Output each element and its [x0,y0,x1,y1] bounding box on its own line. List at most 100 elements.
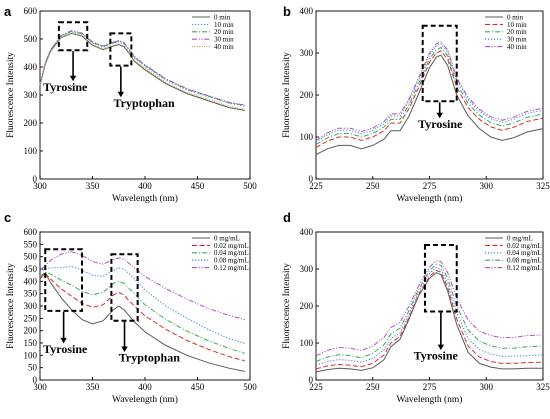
x-tick-label: 325 [536,382,550,392]
y-tick-label: 600 [24,227,38,237]
annotation-label: Tyrosine [418,117,463,131]
annotation-label: Tryptophan [119,351,180,365]
y-tick-label: 0 [309,174,314,184]
legend-label: 0 min [214,13,231,21]
y-tick-label: 350 [24,289,38,299]
y-tick-label: 500 [24,252,38,262]
panel-c: c 300 350 400 450 500 0 50 100 150 200 250 300 350 400… [4,210,257,405]
panel-letter: b [283,4,291,19]
x-tick-label: 325 [536,181,550,191]
series-line [39,272,245,362]
y-tick-label: 100 [24,146,38,156]
legend-label: 0.04 mg/mL [214,249,249,257]
x-tick-label: 300 [480,382,494,392]
x-axis-label: Wavelength (nm) [397,193,463,204]
annotation-label: Tyrosine [43,80,88,94]
y-tick-label: 300 [300,264,314,274]
legend-label: 0.08 mg/mL [507,257,542,265]
y-tick-label: 50 [28,363,38,373]
y-tick-label: 200 [300,301,314,311]
x-tick-label: 450 [191,382,205,392]
x-tick-label: 250 [366,181,380,191]
y-tick-label: 200 [24,326,38,336]
x-tick-label: 225 [309,181,323,191]
y-tick-label: 200 [24,118,38,128]
legend-label: 30 min [507,36,527,44]
x-tick-label: 300 [33,382,47,392]
y-axis-label: Fluorescence Intensity [6,263,16,349]
legend-label: 30 min [214,36,234,44]
legend-label: 0.02 mg/mL [214,242,249,250]
y-tick-label: 100 [300,338,314,348]
series-line [39,265,245,344]
y-tick-label: 550 [24,239,38,249]
x-tick-label: 250 [366,382,380,392]
annotation-arrowhead [437,344,445,351]
annotation-arrowhead [60,337,67,344]
y-tick-label: 100 [300,132,314,142]
y-tick-label: 200 [300,90,314,100]
legend-label: 0.08 mg/mL [214,257,249,265]
series-line [315,266,544,366]
x-tick-label: 300 [480,181,494,191]
x-axis-label: Wavelength (nm) [112,394,178,405]
y-tick-label: 500 [24,34,38,44]
y-tick-label: 250 [24,313,38,323]
annotation-label: Tyrosine [414,349,459,363]
y-tick-label: 400 [24,62,38,72]
legend-label: 40 min [214,43,234,51]
x-tick-label: 225 [309,382,323,392]
series-line [315,50,544,148]
panel-a: a 300 350 400 450 500 0 100 200 300 400 500 600 Wavel… [4,4,257,204]
y-tick-label: 400 [24,276,38,286]
series-line [315,54,544,156]
highlight-box [421,24,458,103]
series-line [39,30,245,106]
y-tick-label: 0 [33,375,38,385]
legend-label: 0 mg/mL [507,234,533,242]
series-line [39,271,245,372]
y-tick-label: 300 [24,301,38,311]
series-line [315,46,544,146]
y-axis-label: Fluorescence Intensity [282,52,292,138]
y-tick-label: 100 [24,350,38,360]
series-line [315,272,543,373]
y-tick-label: 400 [300,6,314,16]
y-axis-label: Fluorescence Intensity [6,52,16,138]
annotation-arrowhead [69,75,77,82]
legend-label: 0.12 mg/mL [214,264,249,272]
x-tick-label: 450 [191,181,205,191]
x-tick-label: 350 [86,181,100,191]
y-axis-label: Fluorescence Intensity [282,263,292,349]
x-axis-label: Wavelength (nm) [397,394,463,405]
y-tick-label: 450 [24,264,38,274]
panel-letter: c [4,210,11,225]
x-axis-label: Wavelength (nm) [112,193,178,204]
highlight-box [44,248,83,312]
series-line [315,41,544,141]
x-tick-label: 400 [138,181,152,191]
y-tick-label: 400 [300,227,314,237]
annotation-arrowhead [117,91,125,98]
x-tick-label: 400 [138,382,152,392]
legend-label: 0 min [507,13,524,21]
x-tick-label: 350 [86,382,100,392]
annotation-label: Tryptophan [114,96,175,110]
legend-label: 0.02 mg/mL [507,242,542,250]
y-tick-label: 150 [24,338,38,348]
annotation-label: Tyrosine [43,342,88,356]
y-tick-label: 300 [24,90,38,100]
panel-letter: d [283,210,291,225]
panel-d: d 225 250 275 300 325 0 100 200 300 400 Wavelength … [282,210,550,405]
panel-letter: a [4,4,12,19]
legend-label: 10 min [507,21,527,29]
y-tick-label: 300 [300,48,314,58]
y-tick-label: 0 [33,174,38,184]
legend-label: 40 min [507,43,527,51]
legend-label: 0 mg/mL [214,234,240,242]
series-line [315,263,544,362]
annotation-arrowhead [436,112,443,119]
legend-label: 20 min [214,28,234,36]
series-line [315,269,544,370]
